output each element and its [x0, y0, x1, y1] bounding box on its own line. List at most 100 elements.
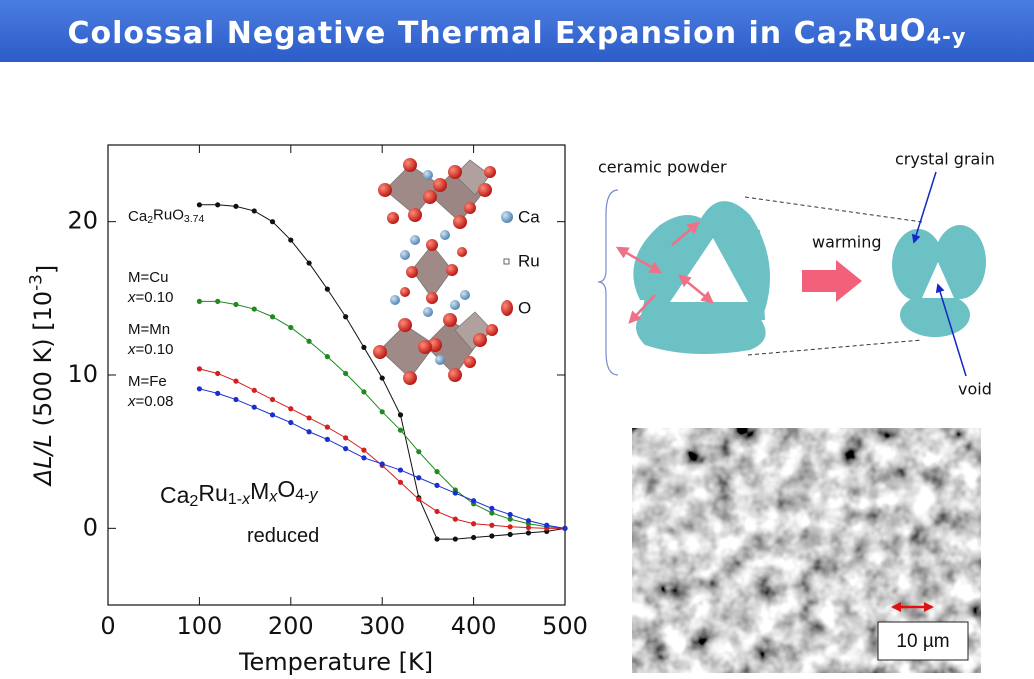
series-note: x=0.08 [127, 393, 173, 410]
text-run: Ca [160, 482, 190, 508]
data-point [270, 412, 275, 417]
text-run: M=Mn [128, 321, 170, 338]
x-tick-label: 200 [268, 612, 314, 640]
composition-label: Ca2Ru1-xMxO4-y [160, 476, 319, 510]
data-point [197, 386, 202, 391]
x-tick-label: 500 [542, 612, 588, 640]
data-point [471, 498, 476, 503]
data-point [361, 389, 366, 394]
legend-marker [501, 300, 513, 316]
data-point [215, 371, 220, 376]
data-point [233, 302, 238, 307]
x-tick-label: 400 [451, 612, 497, 640]
data-point [398, 480, 403, 485]
data-point [361, 448, 366, 453]
data-point [434, 509, 439, 514]
text-run: 4- [295, 486, 309, 504]
x-axis-label: Temperature [K] [238, 648, 433, 676]
text-run: 4-y [926, 25, 966, 49]
void-label: void [958, 380, 992, 399]
data-point [380, 461, 385, 466]
data-point [288, 420, 293, 425]
slide: Colossal Negative Thermal Expansion in C… [0, 0, 1034, 679]
data-point [233, 397, 238, 402]
legend-marker [504, 259, 509, 264]
data-point [197, 366, 202, 371]
data-point [489, 506, 494, 511]
text-run: Ca [128, 208, 148, 225]
text-run: M=Fe [128, 373, 167, 390]
text-run: ] [32, 265, 60, 274]
data-point [380, 409, 385, 414]
data-point [288, 237, 293, 242]
data-point [343, 314, 348, 319]
text-run: 2 [838, 27, 854, 51]
data-point [233, 379, 238, 384]
data-point [306, 339, 311, 344]
text-run: RuO [153, 207, 184, 224]
legend-label: Ca [518, 207, 540, 226]
text-run: M=Cu [128, 269, 168, 286]
data-point [252, 405, 257, 410]
data-point [215, 202, 220, 207]
data-point [508, 524, 513, 529]
y-tick-label: 20 [67, 207, 98, 235]
text-run: =0.10 [136, 289, 174, 306]
slide-title: Colossal Negative Thermal Expansion in C… [68, 13, 967, 52]
data-point [453, 490, 458, 495]
data-point [434, 536, 439, 541]
data-point [343, 371, 348, 376]
data-point [453, 517, 458, 522]
data-point [453, 536, 458, 541]
data-point [252, 208, 257, 213]
y-axis-label: ΔL/L (500 K) [10-3] [25, 265, 60, 487]
data-point [270, 397, 275, 402]
data-point [398, 412, 403, 417]
data-point [416, 497, 421, 502]
series-label: M=Mn [128, 321, 170, 338]
series-note: x=0.10 [127, 341, 173, 358]
data-point [343, 435, 348, 440]
grain-label: crystal grain [895, 150, 995, 169]
text-run: -3 [25, 274, 45, 291]
series-label: Ca2RuO3.74 [128, 207, 204, 226]
x-tick-label: 100 [176, 612, 222, 640]
data-point [416, 475, 421, 480]
text-run: 1- [228, 490, 242, 508]
process-arrow [802, 260, 862, 302]
data-point [489, 510, 494, 515]
data-point [325, 437, 330, 442]
text-run: =0.08 [136, 393, 174, 410]
data-point [343, 446, 348, 451]
x-tick-label: 300 [359, 612, 405, 640]
y-tick-label: 0 [83, 513, 98, 541]
data-point [398, 428, 403, 433]
y-tick-label: 10 [67, 360, 98, 388]
data-point [288, 325, 293, 330]
text-run: y [309, 486, 319, 504]
data-point [544, 523, 549, 528]
text-run: (500 K) [10 [29, 291, 57, 434]
data-point [215, 391, 220, 396]
data-point [416, 449, 421, 454]
series-note: x=0.10 [127, 289, 173, 306]
data-point [233, 204, 238, 209]
data-point [489, 523, 494, 528]
data-point [526, 518, 531, 523]
x-tick-label: 0 [100, 612, 115, 640]
data-point [197, 299, 202, 304]
data-point [508, 532, 513, 537]
text-run: ΔL/L [29, 434, 57, 487]
bracket [598, 190, 618, 375]
data-point [434, 469, 439, 474]
data-point [361, 345, 366, 350]
data-point [270, 219, 275, 224]
text-run: Colossal Negative Thermal Expansion in C… [68, 16, 838, 51]
data-point [215, 299, 220, 304]
data-point [252, 306, 257, 311]
data-point [526, 525, 531, 530]
data-point [471, 535, 476, 540]
data-point [562, 526, 567, 531]
legend-label: O [518, 298, 531, 317]
legend-label: Ru [518, 251, 540, 270]
